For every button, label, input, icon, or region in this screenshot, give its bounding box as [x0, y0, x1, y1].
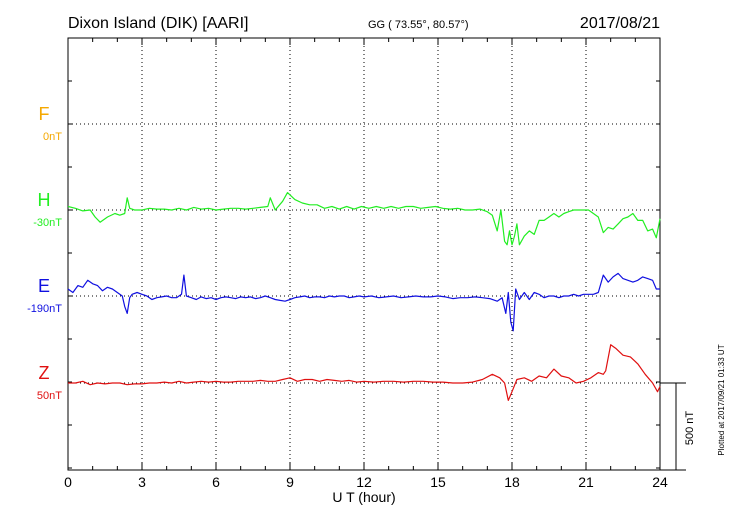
station-title: Dixon Island (DIK) [AARI]	[68, 15, 249, 32]
x-tick-label: 0	[64, 474, 72, 490]
channel-label-e: E	[38, 276, 50, 296]
x-tick-label: 3	[138, 474, 146, 490]
chart-date: 2017/08/21	[580, 15, 660, 32]
channel-labels: F 0nT H -30nT E -190nT Z 50nT	[27, 104, 62, 402]
plotted-note: Plotted at 2017/09/21 01:33 UT	[717, 344, 726, 455]
channel-baseline-e: -190nT	[27, 303, 62, 315]
x-tick-label: 18	[504, 474, 520, 490]
geographic-coords: GG ( 73.55°, 80.57°)	[368, 19, 469, 31]
grid-layer	[68, 38, 660, 470]
channel-baseline-f: 0nT	[43, 131, 62, 143]
channel-baseline-z: 50nT	[37, 390, 62, 402]
x-tick-label: 6	[212, 474, 220, 490]
series-line-e	[67, 272, 660, 332]
x-tick-label: 12	[356, 474, 372, 490]
x-tick-label: 15	[430, 474, 446, 490]
x-tick-label: 9	[286, 474, 294, 490]
series-line-z	[68, 344, 661, 401]
channel-label-f: F	[39, 104, 50, 124]
scale-bar-label: 500 nT	[684, 411, 696, 446]
scale-bar: 500 nT	[660, 382, 696, 471]
x-axis-label: U T (hour)	[332, 489, 395, 505]
series-layer	[67, 192, 661, 401]
channel-label-h: H	[38, 190, 51, 210]
x-tick-label: 24	[652, 474, 668, 490]
series-line-h	[67, 192, 661, 246]
channel-label-z: Z	[39, 363, 50, 383]
x-tick-label: 21	[578, 474, 594, 490]
channel-baseline-h: -30nT	[33, 217, 62, 229]
x-axis-ticks: 0 3 6 9 12 15 18 21 24	[64, 38, 668, 490]
